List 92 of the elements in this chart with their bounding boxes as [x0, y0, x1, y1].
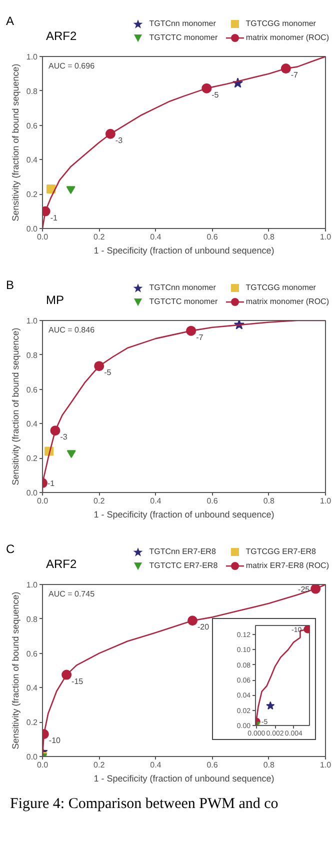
- annotation: -7: [196, 332, 204, 342]
- y-axis-title: Sensitivity (fraction of bound sequence): [10, 592, 20, 750]
- y-tick-label: 0.4: [26, 420, 38, 429]
- annotation: -7: [290, 70, 299, 80]
- y-tick-label: 0.8: [26, 350, 38, 360]
- point: [66, 186, 76, 194]
- y-tick-label: 0.4: [26, 156, 38, 165]
- x-tick-label: 0.6: [206, 496, 218, 506]
- legend-label: matrix monomer (ROC): [244, 296, 329, 308]
- line-series: [42, 56, 326, 228]
- chart-subtitle: MP: [46, 292, 64, 308]
- line-series: [42, 584, 326, 756]
- x-tick-label: 0.2: [94, 232, 106, 242]
- legend-label: TGTCnn ER7-ER8: [148, 546, 217, 558]
- x-tick-label: 0.4: [150, 760, 162, 770]
- y-tick-label: 0.6: [26, 385, 38, 394]
- legend-label: matrix monomer (ROC): [244, 32, 329, 44]
- annotation: -5: [104, 368, 112, 378]
- y-tick-label: 0.2: [26, 718, 38, 728]
- x-tick-label: 0.6: [206, 760, 218, 770]
- y-tick-label: 0.6: [26, 121, 38, 130]
- point: [187, 616, 198, 626]
- x-tick-label: 0.2: [94, 760, 106, 770]
- annotation: -15: [72, 676, 84, 686]
- annotation: -3: [115, 136, 124, 145]
- chart-subtitle: ARF2: [46, 28, 77, 44]
- legend-label: matrix ER7-ER8 (ROC): [244, 560, 329, 572]
- y-axis-title: Sensitivity (fraction of bound sequence): [10, 64, 20, 222]
- x-axis-title: 1 - Specificity (fraction of unbound sequence): [94, 246, 274, 256]
- chart-title: A: [6, 14, 16, 28]
- y-tick-label: 0.0: [26, 224, 38, 234]
- point: [46, 184, 56, 194]
- x-tick-label: 0.6: [206, 232, 218, 242]
- annotation: AUC = 0.745: [48, 590, 96, 598]
- y-tick-label: 0.0: [26, 488, 38, 498]
- annotation: AUC = 0.846: [48, 326, 96, 334]
- x-tick-label: 0.4: [150, 232, 162, 242]
- line-series: [42, 320, 326, 492]
- annotation: -25: [298, 584, 310, 594]
- point: [66, 450, 76, 458]
- annotation: -5: [212, 90, 220, 100]
- y-axis-title: Sensitivity (fraction of bound sequence): [10, 328, 20, 486]
- x-tick-label: 0.8: [263, 232, 276, 242]
- y-tick-label: 0.8: [26, 614, 38, 624]
- x-tick-label: 0.2: [94, 496, 106, 506]
- y-tick-label: 0.6: [26, 649, 38, 658]
- caption: Figure 4: Comparison between PWM and co: [10, 795, 278, 814]
- legend-label: TGTCnn monomer: [148, 282, 217, 294]
- x-tick-label: 0.0: [36, 232, 49, 242]
- x-tick-label: 1.0: [320, 496, 332, 506]
- x-axis-title: 1 - Specificity (fraction of unbound sequence): [94, 774, 274, 784]
- y-tick-label: 0.4: [26, 684, 38, 693]
- legend-label: TGTCGG monomer: [244, 282, 317, 294]
- y-tick-label: 0.2: [26, 454, 38, 464]
- legend-label: TGTCTC ER7-ER8: [148, 560, 218, 572]
- annotation: -20: [197, 622, 210, 632]
- y-tick-label: 1.0: [26, 580, 38, 590]
- point: [266, 701, 275, 710]
- point: [94, 361, 104, 372]
- y-tick-label: 0.2: [26, 190, 38, 200]
- annotation: AUC = 0.696: [48, 62, 96, 70]
- x-tick-label: 1.0: [320, 760, 332, 770]
- x-tick-label: 0.4: [150, 496, 162, 506]
- x-axis-title: 1 - Specificity (fraction of unbound sequence): [94, 510, 274, 520]
- y-tick-label: 0.8: [26, 86, 38, 96]
- x-tick-label: 1.0: [320, 232, 332, 242]
- x-tick-label: 0.8: [263, 760, 276, 770]
- annotation: -10: [48, 736, 62, 746]
- point: [50, 426, 60, 436]
- x-tick-label: 0.0: [36, 496, 49, 506]
- legend-label: TGTCTC monomer: [148, 296, 218, 308]
- chart-subtitle: ARF2: [46, 556, 77, 572]
- y-tick-label: 1.0: [26, 316, 38, 326]
- annotation: -3: [60, 432, 68, 442]
- chart-title: C: [6, 542, 16, 556]
- chart-title: B: [6, 278, 16, 292]
- point: [310, 584, 321, 594]
- point: [105, 128, 116, 139]
- annotation: -1: [50, 213, 58, 222]
- legend-label: TGTCnn monomer: [148, 18, 217, 30]
- legend-label: TGTCGG ER7-ER8: [244, 546, 317, 558]
- y-tick-label: 0.0: [26, 752, 38, 762]
- point: [202, 83, 212, 94]
- annotation: -1: [48, 479, 56, 488]
- legend-label: TGTCTC monomer: [148, 32, 218, 44]
- x-tick-label: 0.0: [36, 760, 49, 770]
- point: [304, 626, 310, 634]
- point: [280, 64, 291, 74]
- x-tick-label: 0.8: [263, 496, 276, 506]
- legend-label: TGTCGG monomer: [244, 18, 317, 30]
- y-tick-label: 1.0: [26, 52, 38, 62]
- point: [186, 326, 196, 336]
